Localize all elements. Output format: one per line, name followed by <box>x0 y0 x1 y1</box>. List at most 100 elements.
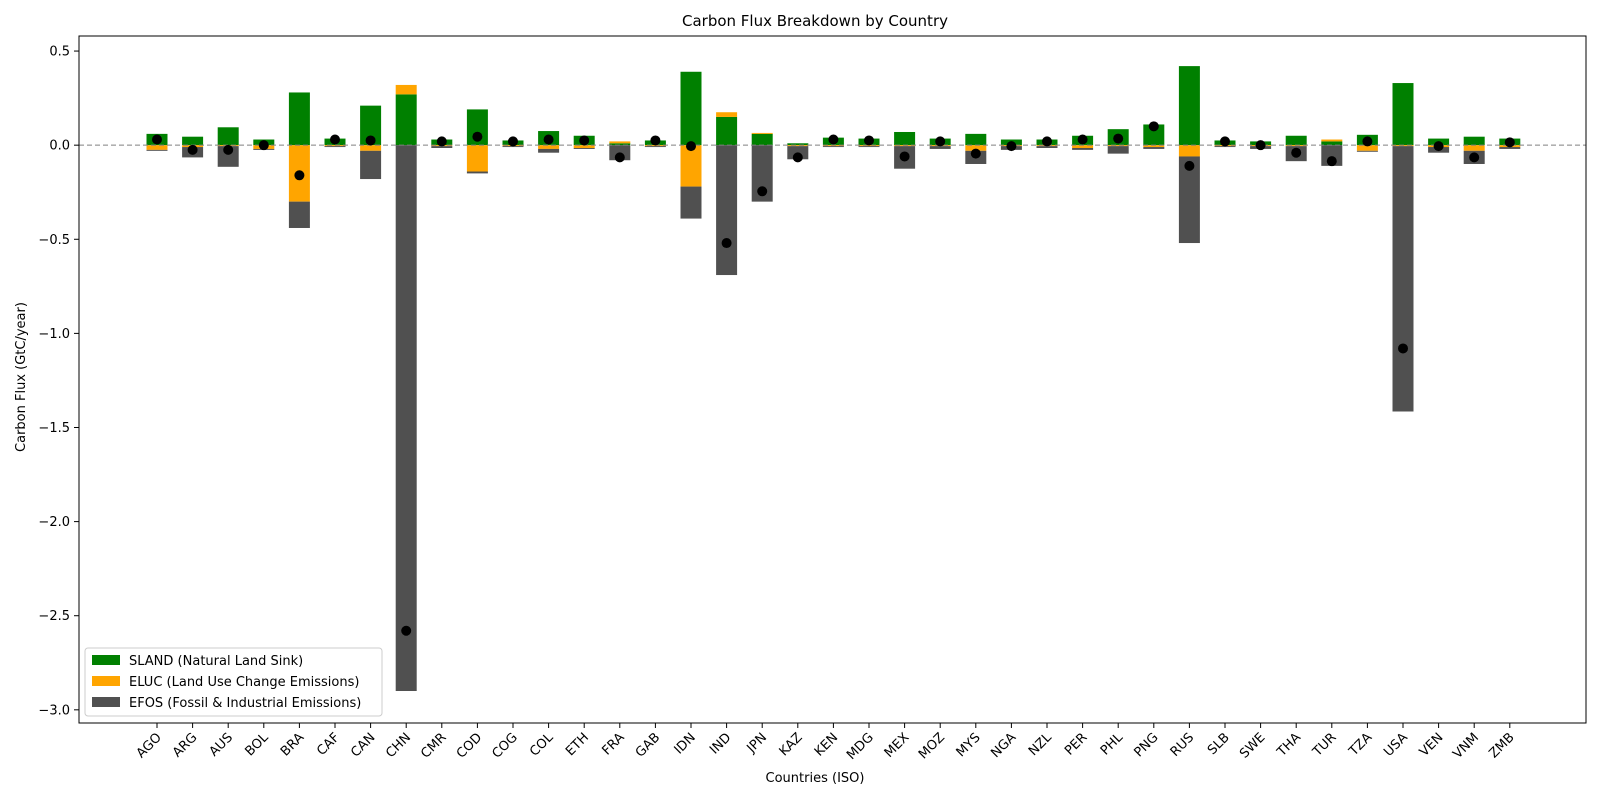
bar-aus-series-0 <box>217 127 239 146</box>
x-tick-label-kaz: KAZ <box>777 730 806 759</box>
net-marker-kaz <box>792 152 803 163</box>
x-tick-label-nzl: NZL <box>1026 730 1055 759</box>
bar-eth-series-1 <box>573 145 595 148</box>
x-tick-label-zmb: ZMB <box>1486 730 1517 761</box>
net-marker-mex <box>899 151 910 162</box>
bar-nzl-series-2 <box>1036 146 1058 148</box>
bar-idn-series-1 <box>680 145 702 187</box>
net-marker-slb <box>1220 136 1230 147</box>
x-tick-label-mdg: MDG <box>844 730 877 763</box>
bar-idn-series-2 <box>680 186 702 219</box>
x-tick-label-jpn: JPN <box>744 730 770 756</box>
x-tick-label-png: PNG <box>1131 730 1161 760</box>
legend-label-1: ELUC (Land Use Change Emissions) <box>129 675 359 690</box>
bar-col-series-1 <box>538 145 560 149</box>
x-tick-label-gab: GAB <box>633 730 663 760</box>
net-marker-arg <box>187 144 198 155</box>
bar-usa-series-2 <box>1392 146 1414 412</box>
x-tick-label-caf: CAF <box>314 730 343 759</box>
y-tick-label: 0.5 <box>49 45 70 60</box>
net-markers-layer <box>152 121 1515 636</box>
net-marker-cod <box>472 131 483 142</box>
x-tick-label-vnm: VNM <box>1450 730 1482 762</box>
net-marker-aus <box>223 144 234 155</box>
bars-layer <box>146 66 1521 692</box>
bar-jpn-series-1 <box>751 132 773 134</box>
bar-can-series-1 <box>360 145 382 151</box>
net-marker-idn <box>686 141 696 152</box>
bar-chn-series-1 <box>395 84 417 95</box>
bar-tur-series-1 <box>1321 139 1343 142</box>
x-tick-label-eth: ETH <box>563 730 592 759</box>
bar-mex-series-0 <box>894 131 916 146</box>
x-tick-label-can: CAN <box>348 730 378 760</box>
net-marker-moz <box>935 136 946 147</box>
net-marker-tha <box>1291 147 1302 158</box>
bar-cod-series-2 <box>466 171 488 174</box>
net-marker-jpn <box>757 186 768 197</box>
x-tick-label-cod: COD <box>454 730 485 761</box>
bar-tza-series-2 <box>1356 150 1378 152</box>
x-tick-label-moz: MOZ <box>916 730 948 762</box>
bar-ken-series-2 <box>822 146 844 148</box>
net-marker-per <box>1077 134 1088 145</box>
bar-cog-series-2 <box>502 146 524 148</box>
bar-tur-series-2 <box>1321 145 1343 166</box>
x-tick-label-nga: NGA <box>988 730 1019 761</box>
bar-cod-series-0 <box>466 109 488 146</box>
bar-cod-series-1 <box>466 145 488 172</box>
y-tick-label: −1.5 <box>38 421 70 436</box>
bar-moz-series-2 <box>929 146 951 149</box>
net-marker-ind <box>721 238 732 249</box>
net-marker-fra <box>614 152 625 163</box>
bar-cmr-series-2 <box>431 146 453 148</box>
net-marker-vnm <box>1469 152 1480 163</box>
net-marker-eth <box>579 135 590 146</box>
bar-per-series-2 <box>1072 147 1094 150</box>
bar-png-series-0 <box>1143 124 1165 146</box>
net-marker-swe <box>1255 140 1266 151</box>
bar-gab-series-2 <box>644 146 666 148</box>
bar-fra-series-1 <box>609 141 631 144</box>
bar-ind-series-2 <box>716 145 738 276</box>
net-marker-tza <box>1362 136 1373 147</box>
x-tick-label-mex: MEX <box>882 730 913 761</box>
bar-per-series-1 <box>1072 145 1094 148</box>
x-tick-label-usa: USA <box>1381 730 1411 760</box>
x-tick-label-aus: AUS <box>207 730 236 759</box>
x-tick-label-tur: TUR <box>1310 730 1340 760</box>
bar-kaz-series-1 <box>787 145 809 147</box>
bar-can-series-2 <box>360 150 382 180</box>
bar-fra-series-0 <box>609 143 631 146</box>
bar-can-series-0 <box>360 105 382 146</box>
bar-chn-series-0 <box>395 94 417 146</box>
legend: SLAND (Natural Land Sink) ELUC (Land Use … <box>84 647 383 717</box>
net-marker-phl <box>1113 133 1124 144</box>
y-tick-label: −2.0 <box>38 515 70 530</box>
net-marker-ven <box>1433 141 1444 152</box>
net-marker-rus <box>1184 160 1195 171</box>
bar-ind-series-0 <box>716 116 738 146</box>
bar-idn-series-0 <box>680 71 702 146</box>
net-marker-bol <box>258 140 269 151</box>
bar-aus-series-2 <box>217 146 239 167</box>
x-tick-label-bra: BRA <box>278 730 307 759</box>
x-tick-label-arg: ARG <box>170 730 200 760</box>
x-axis-label: Countries (ISO) <box>766 771 865 786</box>
net-marker-gab <box>650 135 661 146</box>
legend-swatch-0 <box>92 655 120 665</box>
bar-zmb-series-2 <box>1499 147 1521 149</box>
x-tick-label-bol: BOL <box>243 730 273 760</box>
plot-frame <box>78 35 1587 724</box>
y-tick-label: −0.5 <box>38 233 70 248</box>
bar-png-series-1 <box>1143 145 1165 148</box>
net-marker-caf <box>330 134 340 145</box>
x-tick-label-col: COL <box>527 730 557 760</box>
bar-eth-series-2 <box>573 147 595 149</box>
net-marker-tur <box>1326 156 1337 167</box>
net-marker-nzl <box>1042 136 1052 147</box>
bar-vnm-series-1 <box>1463 145 1485 151</box>
bar-caf-series-2 <box>324 146 346 148</box>
net-marker-nga <box>1006 141 1017 152</box>
